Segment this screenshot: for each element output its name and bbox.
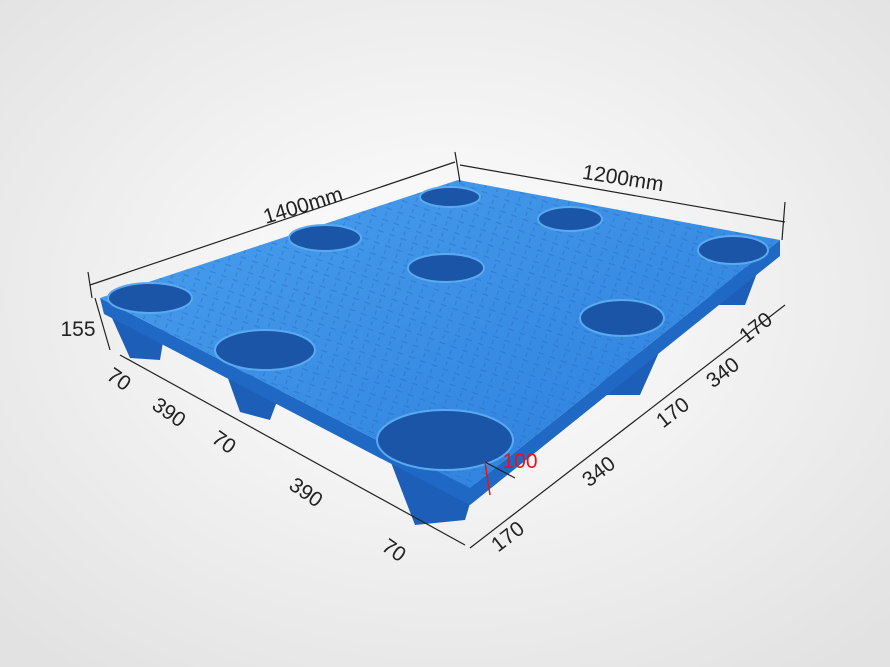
pallet	[100, 180, 780, 525]
dimension-lines	[87, 151, 786, 549]
pallet-holes	[107, 186, 769, 471]
height-label: 155	[60, 318, 95, 341]
pallet-side	[100, 240, 780, 505]
leg-height-label: 100	[502, 450, 537, 473]
